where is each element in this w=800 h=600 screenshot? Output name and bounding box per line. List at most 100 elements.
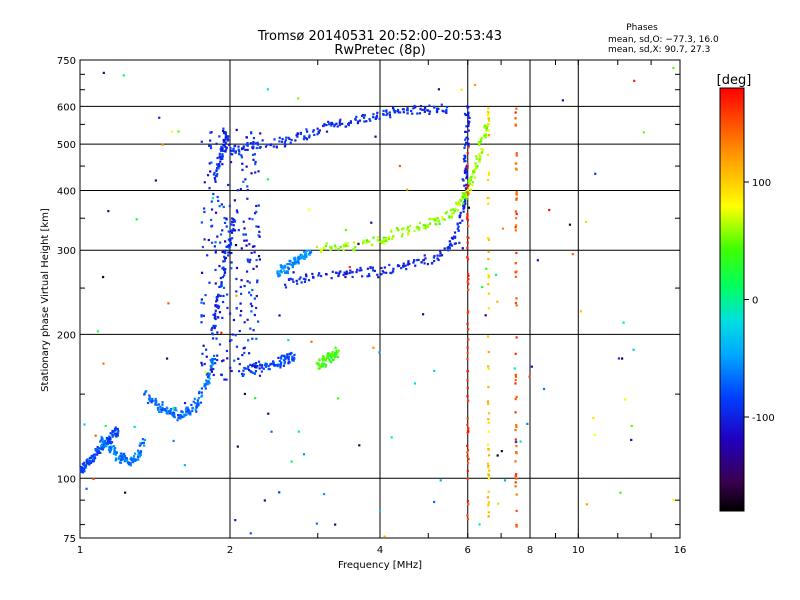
data-point (342, 249, 345, 252)
data-point (466, 106, 469, 109)
data-point (514, 275, 517, 278)
data-point (221, 275, 224, 279)
data-point (94, 449, 97, 452)
data-point (227, 183, 230, 187)
data-point (338, 271, 341, 274)
data-point (279, 364, 282, 367)
data-point (280, 361, 283, 364)
data-point (409, 224, 412, 227)
data-point (312, 276, 315, 279)
data-point (253, 153, 256, 156)
data-point (203, 181, 206, 184)
data-point (456, 223, 459, 226)
data-point (411, 112, 414, 115)
data-point (171, 130, 174, 133)
data-point (225, 136, 228, 139)
data-point (205, 373, 209, 376)
data-point (223, 221, 227, 225)
data-point (294, 262, 297, 265)
data-point (183, 415, 186, 418)
data-point (114, 459, 117, 462)
data-point (286, 353, 289, 356)
data-point (302, 255, 305, 258)
data-point (380, 266, 383, 270)
data-point (257, 204, 260, 207)
data-point (304, 251, 307, 254)
data-point (214, 211, 218, 214)
data-point (456, 227, 459, 230)
data-point (422, 224, 425, 227)
data-point (514, 460, 517, 463)
data-point (305, 275, 308, 278)
data-point (129, 464, 132, 467)
data-point (330, 277, 333, 280)
data-point (91, 455, 94, 459)
data-point (216, 173, 219, 176)
data-point (257, 234, 260, 237)
data-point (248, 368, 251, 372)
data-point (322, 246, 326, 250)
data-point (287, 267, 291, 270)
data-point (465, 189, 468, 193)
data-point (137, 449, 140, 452)
data-point (487, 196, 490, 200)
data-point (406, 107, 409, 110)
data-point (284, 143, 287, 146)
data-point (161, 403, 164, 406)
data-point (127, 462, 131, 465)
data-point (514, 481, 517, 484)
data-point (219, 294, 222, 298)
data-point (337, 350, 340, 353)
data-point (440, 103, 443, 106)
data-point (111, 433, 114, 436)
data-point (243, 284, 246, 288)
data-point (433, 369, 436, 372)
data-point (338, 123, 341, 127)
data-point (284, 271, 287, 275)
data-point (351, 275, 354, 279)
data-point (548, 208, 551, 212)
data-point (452, 212, 455, 215)
x-tick-label: 10 (572, 545, 585, 556)
colorbar (719, 87, 745, 512)
data-point (108, 447, 111, 450)
data-point (331, 350, 334, 354)
data-point (203, 238, 206, 241)
data-point (476, 165, 479, 168)
data-point (439, 479, 442, 482)
data-point (471, 184, 474, 187)
data-point (242, 147, 245, 150)
data-point (202, 314, 205, 318)
data-point (372, 236, 375, 239)
data-point (254, 142, 257, 145)
data-point (466, 500, 470, 503)
data-point (487, 107, 490, 110)
data-point (464, 130, 467, 134)
data-point (133, 455, 136, 458)
data-point (218, 285, 221, 289)
data-point (219, 160, 222, 163)
data-point (198, 390, 201, 394)
data-point (478, 523, 481, 526)
data-point (466, 517, 470, 521)
data-point (327, 123, 331, 126)
data-point (323, 123, 326, 126)
data-point (255, 204, 258, 208)
data-point (205, 355, 208, 358)
data-point (386, 112, 389, 115)
data-point (297, 260, 300, 263)
data-point (170, 413, 174, 416)
data-point (290, 351, 293, 355)
data-point (131, 460, 135, 463)
data-point (197, 403, 200, 406)
data-point (105, 445, 108, 448)
data-point (337, 274, 340, 278)
data-point (375, 116, 378, 119)
data-point (231, 333, 234, 336)
data-point (223, 144, 226, 147)
data-point (214, 309, 217, 312)
data-point (154, 399, 157, 402)
data-point (392, 267, 395, 270)
data-point (467, 187, 470, 190)
data-point (383, 266, 386, 269)
